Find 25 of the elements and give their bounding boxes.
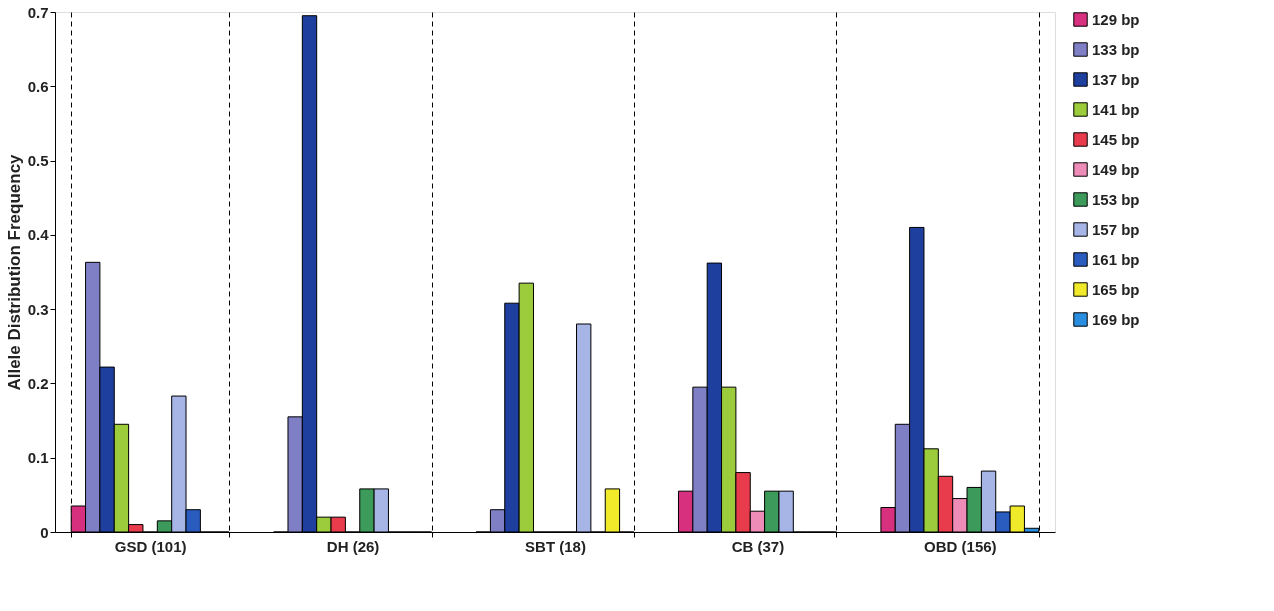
- legend-label: 161 bp: [1092, 250, 1140, 268]
- y-tick-label: 0.6: [27, 77, 49, 95]
- legend-label: 169 bp: [1092, 310, 1140, 328]
- x-tick-label: DH (26): [326, 537, 380, 555]
- legend-label: 129 bp: [1092, 10, 1140, 28]
- y-tick-label: 0.1: [27, 449, 49, 467]
- legend-label: 145 bp: [1092, 130, 1140, 148]
- x-tick-label: OBD (156): [924, 537, 997, 555]
- legend-label: 137 bp: [1092, 70, 1140, 88]
- y-tick-label: 0.5: [27, 152, 49, 170]
- y-tick-label: 0.2: [27, 374, 49, 392]
- x-tick-label: GSD (101): [114, 537, 187, 555]
- y-tick-label: 0: [40, 523, 49, 541]
- legend-label: 153 bp: [1092, 190, 1140, 208]
- x-tick-label: SBT (18): [525, 537, 586, 555]
- y-tick-label: 0.3: [27, 300, 49, 318]
- y-tick-label: 0.7: [27, 3, 49, 21]
- legend-label: 149 bp: [1092, 160, 1140, 178]
- legend-label: 165 bp: [1092, 280, 1140, 298]
- legend-label: 141 bp: [1092, 100, 1140, 118]
- y-tick-label: 0.4: [27, 226, 50, 244]
- legend-label: 133 bp: [1092, 40, 1140, 58]
- x-tick-label: CB (37): [731, 537, 785, 555]
- y-axis-title: Allele Distribution Frequency: [4, 153, 24, 391]
- legend-label: 157 bp: [1092, 220, 1140, 238]
